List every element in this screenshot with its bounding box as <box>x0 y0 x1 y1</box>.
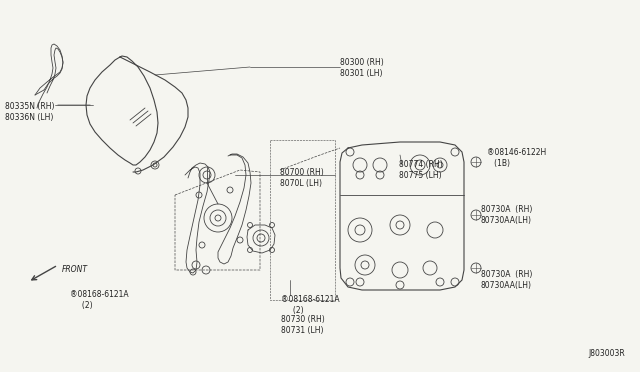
Text: 80774 (RH)
80775 (LH): 80774 (RH) 80775 (LH) <box>399 160 443 180</box>
Text: 80700 (RH)
8070L (LH): 80700 (RH) 8070L (LH) <box>280 168 324 188</box>
Text: ®08168-6121A
     (2): ®08168-6121A (2) <box>281 295 340 315</box>
Text: J803003R: J803003R <box>588 349 625 358</box>
Text: 80730 (RH)
80731 (LH): 80730 (RH) 80731 (LH) <box>281 315 324 335</box>
Text: ®08146-6122H
   (1B): ®08146-6122H (1B) <box>487 148 547 168</box>
Text: 80730A  (RH)
80730AA(LH): 80730A (RH) 80730AA(LH) <box>481 270 532 290</box>
Text: 80300 (RH)
80301 (LH): 80300 (RH) 80301 (LH) <box>340 58 384 78</box>
Text: ®08168-6121A
     (2): ®08168-6121A (2) <box>70 290 129 310</box>
Text: 80335N (RH)
80336N (LH): 80335N (RH) 80336N (LH) <box>5 102 54 122</box>
Text: 80730A  (RH)
80730AA(LH): 80730A (RH) 80730AA(LH) <box>481 205 532 225</box>
Text: FRONT: FRONT <box>62 266 88 275</box>
